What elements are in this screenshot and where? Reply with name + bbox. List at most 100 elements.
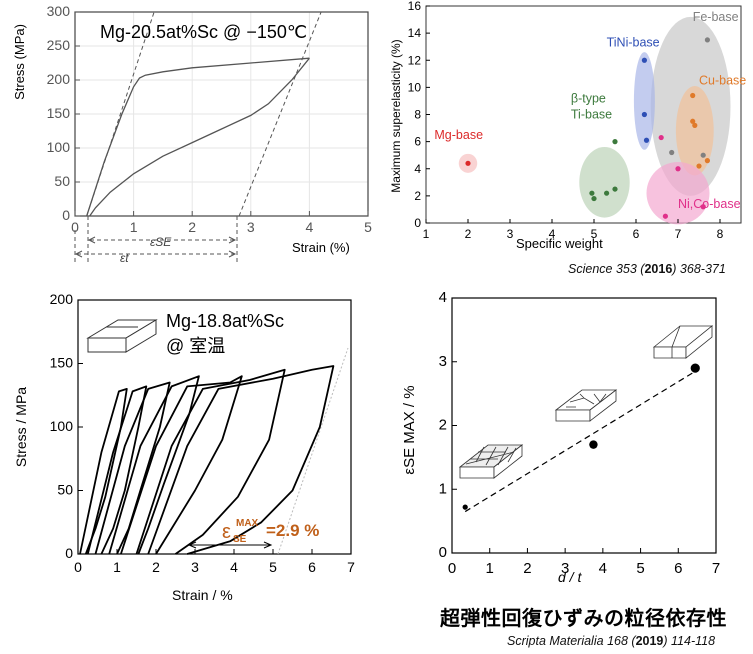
x-tick-label: 0 [448,560,456,577]
panel-b-citation: Science 353 (2016) 368-371 [568,262,726,276]
eps-max-annotation: ε SE MAX =2.9 % [187,518,319,549]
x-tick-label: 7 [675,227,682,241]
data-point [462,504,468,510]
x-tick-label: 4 [599,560,607,577]
legend-label: Ni,Co-base [678,197,741,211]
x-tick-label: 5 [364,219,372,235]
point [612,139,618,145]
point [643,137,650,143]
legend-label: Fe-base [693,10,739,24]
panel-a-title: Mg-20.5at%Sc @ −150℃ [100,22,307,42]
y-tick-label: 0 [65,545,73,561]
trend-line [464,370,696,513]
x-tick-label: 2 [465,227,472,241]
y-tick-label: 100 [50,418,74,434]
svg-text:SE: SE [233,534,247,545]
legend-label: Cu-base [699,74,746,88]
panel-d-chart: 0 1 2 3 4 5 6 7 0 1 2 3 4 d / t εSE MAX / % [401,290,720,585]
x-tick-label: 0 [74,559,82,575]
ti-base-region [579,147,630,218]
point [704,37,710,43]
curve-cycle-6 [135,368,286,555]
panel-b-xlabel: Specific weight [516,236,603,251]
x-tick-label: 3 [191,559,199,575]
x-tick-label: 5 [269,559,277,575]
unload-guide [238,11,322,217]
panel-a-ylabel: Stress (MPa) [12,24,27,100]
x-tick-label: 5 [591,227,598,241]
legend-label: Mg-base [434,128,483,142]
point [704,158,710,164]
curve-cycle-7 [147,365,335,555]
point [465,160,471,166]
y-tick-label: 0 [62,207,70,223]
x-tick-label: 1 [423,227,430,241]
y-tick-label: 4 [414,162,421,176]
svg-text:εSE MAX / %: εSE MAX / % [401,385,418,474]
point [641,57,647,63]
svg-text:=2.9 %: =2.9 % [266,521,319,540]
y-tick-label: 300 [47,3,71,19]
y-tick-label: 0 [414,216,421,230]
y-tick-label: 12 [408,53,422,67]
y-tick-label: 250 [47,37,71,53]
point [692,122,698,128]
x-tick-label: 2 [152,559,160,575]
y-tick-label: 50 [54,173,70,189]
panel-d-xlabel: d / t [558,569,582,585]
y-tick-label: 2 [414,189,421,203]
x-tick-label: 6 [674,560,682,577]
x-tick-label: 2 [523,560,531,577]
medium-grain-icon [554,389,618,422]
point [669,149,675,156]
panel-c-title: Mg-18.8at%Sc [166,311,284,331]
x-tick-label: 7 [712,560,720,577]
panel-c-subtitle: @ 室温 [166,336,225,356]
x-tick-label: 3 [507,227,514,241]
svg-text:ε: ε [222,521,231,543]
data-point [589,440,598,449]
x-tick-label: 1 [113,559,121,575]
point [675,166,681,172]
panel-d-citation: Scripta Materialia 168 (2019) 114-118 [507,634,716,648]
svg-text:MAX: MAX [236,518,259,529]
x-tick-label: 8 [717,227,724,241]
point [589,190,595,196]
eps-t-label: εt [120,251,129,265]
point [612,186,618,192]
y-tick-label: 4 [439,290,447,306]
y-tick-label: 50 [57,482,73,498]
ni-co-base-region [646,161,710,225]
point [690,92,696,99]
tini-base-region [633,52,655,150]
y-tick-label: 6 [414,135,421,149]
y-tick-label: 100 [47,139,71,155]
x-tick-label: 4 [549,227,556,241]
y-tick-label: 8 [414,108,421,122]
x-tick-label: 7 [347,559,355,575]
panel-d-caption: 超弾性回復ひずみの粒径依存性 [440,608,727,630]
point [591,195,597,202]
x-tick-label: 4 [230,559,238,575]
panel-c-xlabel: Strain / % [172,587,233,603]
y-tick-label: 150 [50,355,74,371]
x-tick-label: 3 [247,219,255,235]
y-tick-label: 14 [408,26,422,40]
panel-a-xlabel: Strain (%) [292,240,350,255]
x-tick-label: 6 [633,227,640,241]
y-tick-label: 1 [439,480,447,497]
point [604,190,610,196]
x-tick-label: 0 [71,219,79,235]
y-tick-label: 16 [408,0,422,13]
curve-cycle-4 [108,375,200,555]
x-tick-label: 4 [306,219,314,235]
panel-c-chart: 0 1 2 3 4 5 6 7 0 50 100 150 200 Mg-18.8at%Sc @ 室温 ε… [13,291,355,603]
x-tick-label: 2 [188,219,196,235]
point [690,118,696,124]
x-tick-label: 3 [561,560,569,577]
y-tick-label: 3 [439,353,447,370]
panel-c-guide [277,347,349,555]
fine-grain-icon [458,444,524,479]
y-tick-label: 0 [439,544,447,561]
